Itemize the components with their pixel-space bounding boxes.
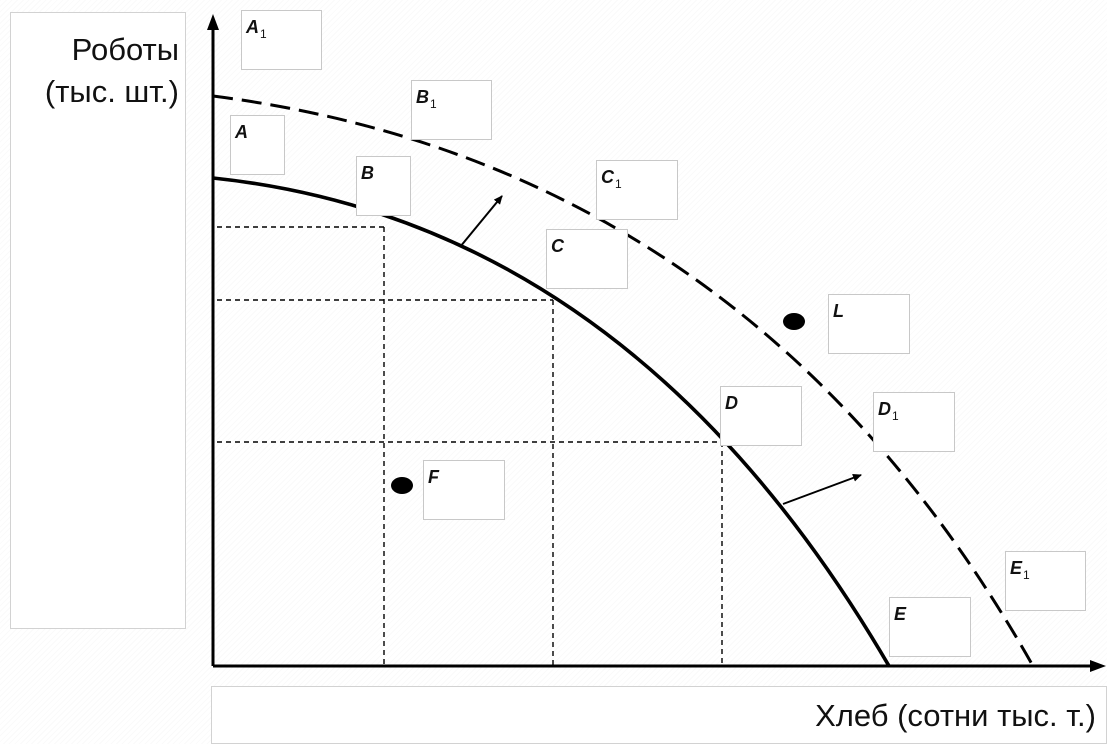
x-axis-arrowhead: [1090, 660, 1106, 672]
point-label-l-text: L: [833, 301, 844, 321]
x-axis-label-panel: Хлеб (сотни тыс. т.): [211, 686, 1107, 744]
point-label-c-text: C: [551, 236, 564, 256]
shift-arrow-upper: [459, 195, 503, 248]
point-label-e1-text: E1: [1010, 558, 1030, 582]
point-label-d1: D1: [873, 392, 955, 452]
point-label-f-text: F: [428, 467, 439, 487]
point-label-d1-text: D1: [878, 399, 899, 423]
point-label-l: L: [828, 294, 910, 354]
point-label-c1: C1: [596, 160, 678, 220]
y-axis-label-line-1: Роботы: [71, 32, 179, 67]
point-label-b1: B1: [411, 80, 492, 140]
point-label-b1-text: B1: [416, 87, 437, 111]
x-axis-label: Хлеб (сотни тыс. т.): [815, 698, 1096, 733]
point-label-c: C: [546, 229, 628, 289]
y-axis-arrowhead: [207, 14, 219, 30]
point-label-b-text: B: [361, 163, 374, 183]
point-l-marker: [783, 313, 805, 330]
point-label-c1-text: C1: [601, 167, 622, 191]
reference-lines: [217, 226, 723, 666]
point-label-e1: E1: [1005, 551, 1086, 611]
y-axis-label-panel: Роботы (тыс. шт.): [10, 12, 186, 629]
point-label-b: B: [356, 156, 411, 216]
point-label-a: A: [230, 115, 285, 175]
point-label-a-text: A: [235, 122, 248, 142]
shift-arrow-lower: [782, 474, 862, 505]
point-label-d-text: D: [725, 393, 738, 413]
point-f-marker: [391, 477, 413, 494]
point-label-d: D: [720, 386, 802, 446]
point-label-f: F: [423, 460, 505, 520]
point-label-a1-text: A1: [246, 17, 267, 41]
point-label-a1: A1: [241, 10, 322, 70]
point-label-e-text: E: [894, 604, 907, 624]
y-axis-label: Роботы (тыс. шт.): [45, 29, 179, 113]
y-axis-label-line-2: (тыс. шт.): [44, 74, 179, 109]
ppf-curve-shifted: [212, 94, 1035, 667]
point-label-e: E: [889, 597, 971, 657]
ppf-curve-original: [212, 176, 891, 667]
